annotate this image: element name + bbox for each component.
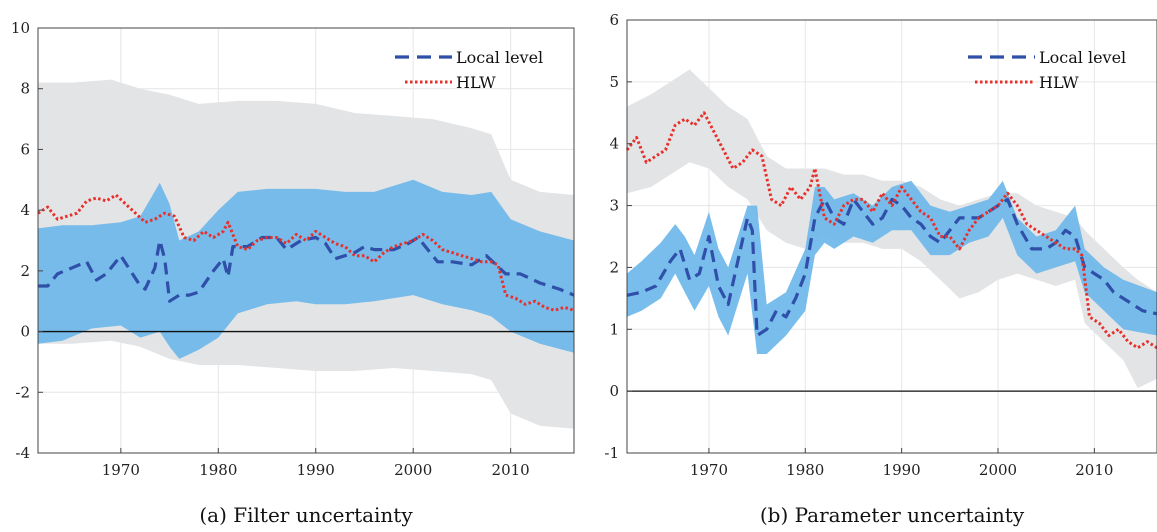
local-level-line bbox=[626, 197, 1157, 338]
x-tick-label: 1980 bbox=[199, 461, 237, 479]
x-tick-label: 2010 bbox=[1075, 461, 1113, 479]
plot-frame bbox=[626, 19, 1157, 454]
y-tick-label: 2 bbox=[609, 258, 619, 276]
y-tick-label: 8 bbox=[20, 80, 30, 98]
x-tick-label: 2010 bbox=[492, 461, 530, 479]
axis-ticks: 1970 1980 1990 2000 2010 -1 0 1 2 3 4 5 6 bbox=[604, 11, 1113, 479]
y-tick-label: 2 bbox=[20, 262, 30, 280]
x-tick-label: 2000 bbox=[394, 461, 432, 479]
y-tick-label: 0 bbox=[609, 382, 619, 400]
legend-local-level-label: Local level bbox=[1039, 48, 1126, 67]
axis-ticks: 1970 1980 1990 2000 2010 -4 -2 0 2 4 6 8 10 bbox=[11, 19, 530, 479]
y-tick-label: 6 bbox=[20, 140, 30, 158]
legend-local-level-label: Local level bbox=[456, 48, 543, 67]
x-tick-label: 1970 bbox=[690, 461, 728, 479]
y-tick-label: 4 bbox=[609, 135, 619, 153]
series-lines bbox=[625, 111, 1157, 350]
x-tick-label: 1980 bbox=[786, 461, 824, 479]
x-tick-label: 1990 bbox=[883, 461, 921, 479]
caption-b: (b) Parameter uncertainty bbox=[760, 503, 1025, 527]
inner-band bbox=[627, 180, 1157, 354]
legend-hlw-label: HLW bbox=[1039, 73, 1079, 92]
uncertainty-bands bbox=[38, 79, 574, 429]
plot-frame bbox=[37, 27, 575, 454]
y-tick-label: -4 bbox=[15, 444, 30, 462]
y-tick-label: 6 bbox=[609, 11, 619, 29]
y-tick-label: 3 bbox=[609, 197, 619, 215]
y-tick-label: 10 bbox=[11, 19, 30, 37]
x-tick-label: 1990 bbox=[297, 461, 335, 479]
legend: Local level HLW bbox=[395, 48, 543, 92]
y-tick-label: 5 bbox=[609, 73, 619, 91]
uncertainty-bands bbox=[627, 69, 1157, 389]
series-lines bbox=[37, 193, 575, 312]
y-tick-label: 0 bbox=[20, 323, 30, 341]
x-tick-label: 2000 bbox=[979, 461, 1017, 479]
panel-parameter-uncertainty: 1970 1980 1990 2000 2010 -1 0 1 2 3 4 5 6 Local leve… bbox=[604, 11, 1157, 527]
caption-a: (a) Filter uncertainty bbox=[199, 503, 413, 527]
hlw-line bbox=[625, 111, 1157, 350]
panel-filter-uncertainty: 1970 1980 1990 2000 2010 -4 -2 0 2 4 6 8 10 Local le… bbox=[11, 19, 575, 527]
x-tick-label: 1970 bbox=[102, 461, 140, 479]
y-tick-label: -2 bbox=[15, 383, 30, 401]
y-tick-label: -1 bbox=[604, 444, 619, 462]
legend-hlw-label: HLW bbox=[456, 73, 496, 92]
y-tick-label: 4 bbox=[20, 201, 30, 219]
y-tick-label: 1 bbox=[609, 320, 619, 338]
legend: Local level HLW bbox=[968, 48, 1126, 92]
local-level-line bbox=[38, 235, 575, 303]
inner-band bbox=[38, 179, 574, 359]
